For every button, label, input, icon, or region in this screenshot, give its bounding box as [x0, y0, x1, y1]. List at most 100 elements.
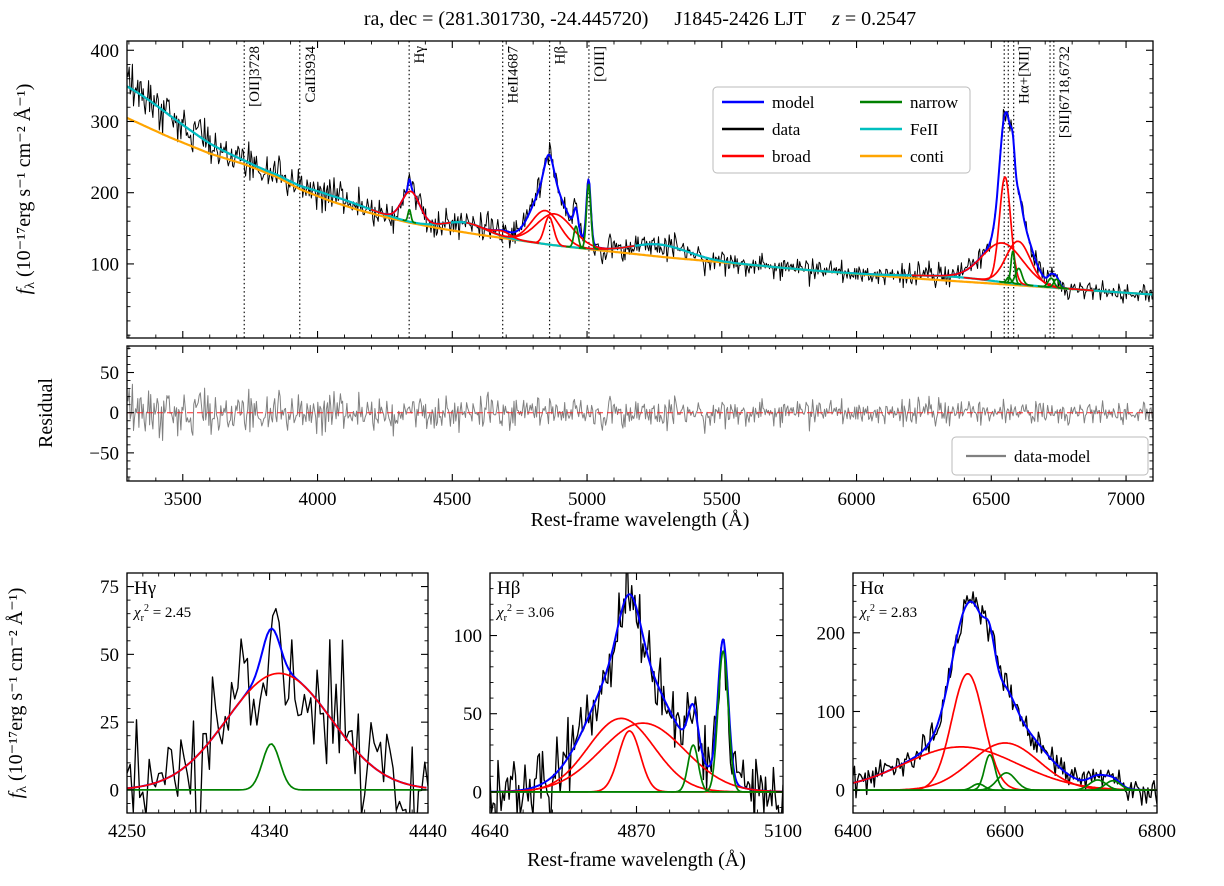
broad-component-curve [963, 240, 1073, 290]
broad-component-curve [490, 722, 783, 793]
subplot-curves [127, 607, 428, 813]
y-tick-label: 50 [100, 645, 119, 666]
narrow-component-curve [853, 779, 1157, 792]
x-tick-label: 7000 [1107, 489, 1145, 510]
continuum-curve [127, 116, 1153, 296]
x-tick-label: 4870 [618, 821, 656, 842]
y-tick-label: 0 [473, 782, 483, 803]
x-tick-label: 4640 [471, 821, 509, 842]
line-marker-label: Hβ [553, 46, 569, 64]
subplot-y-axis-label: fλ (10⁻¹⁷erg s⁻¹ cm⁻² Å⁻¹) [5, 588, 30, 799]
main-y-axis-label: fλ (10⁻¹⁷erg s⁻¹ cm⁻² Å⁻¹) [13, 84, 38, 295]
broad-component-curve [528, 215, 570, 248]
legend-label-data: data [772, 120, 801, 139]
line-marker-label: HeII4687 [506, 46, 522, 104]
x-tick-label: 4250 [108, 821, 146, 842]
broad-component-curve [370, 190, 451, 225]
subplot-chi2-hgamma: χr2 = 2.45 [132, 603, 191, 624]
halpha-axes: 6400 6600 6800 0 100 200 [817, 572, 1176, 842]
narrow-component-curve [490, 650, 783, 793]
broad-component-curve [127, 672, 427, 790]
x-tick-label: 4440 [409, 821, 447, 842]
legend-label-narrow: narrow [910, 93, 959, 112]
main-curves [127, 63, 1153, 304]
x-tick-label: 6000 [838, 489, 876, 510]
y-tick-label: 75 [100, 577, 119, 598]
y-tick-label: −50 [89, 443, 119, 464]
subplot-title-hbeta: Hβ [497, 578, 520, 599]
y-tick-label: 200 [817, 623, 846, 644]
narrow-component-curve [578, 183, 599, 250]
line-marker-label: Hα+[NII] [1017, 46, 1033, 104]
narrow-component-curve [1043, 278, 1070, 290]
residual-legend: data-model [951, 436, 1149, 476]
model-curve [127, 627, 427, 790]
subplot-hgamma: 4250 4340 4440 0 25 50 75 Hγ χr2 = 2.45 [100, 572, 447, 842]
main-axes: 100 200 300 400 [91, 40, 1154, 339]
narrow-component-curve [402, 208, 417, 224]
y-tick-label: 0 [836, 781, 846, 802]
y-tick-label: 200 [91, 183, 120, 204]
narrow-component-curve [127, 743, 427, 791]
subplot-halpha: 6400 6600 6800 0 100 200 Hα χr2 = 2.83 [817, 572, 1176, 842]
line-marker-label: CaII3934 [303, 46, 319, 103]
y-tick-label: 100 [454, 626, 483, 647]
y-tick-label: 400 [91, 41, 120, 62]
y-tick-label: 300 [91, 112, 120, 133]
broad-component-curve [474, 213, 635, 250]
x-tick-label: 5500 [703, 489, 741, 510]
y-tick-label: 0 [110, 780, 120, 801]
line-marker-label: [SII]6718,6732 [1057, 46, 1073, 138]
hbeta-axes: 4640 4870 5100 0 50 100 [454, 572, 802, 842]
x-tick-label: 6600 [986, 821, 1024, 842]
model-curve [127, 85, 1153, 296]
model-curve [490, 593, 783, 793]
x-tick-label: 5000 [568, 489, 606, 510]
x-tick-label: 4340 [251, 821, 289, 842]
y-tick-label: 50 [100, 363, 119, 384]
data-spectrum-curve [490, 573, 783, 813]
legend-label-conti: conti [910, 147, 944, 166]
data-spectrum-curve [127, 63, 1153, 304]
legend-frame [712, 86, 971, 174]
main-legend: model data broad narrow FeII conti [712, 86, 971, 174]
y-tick-label: 100 [91, 254, 120, 275]
x-tick-label: 6400 [834, 821, 872, 842]
narrow-component-curve [1037, 277, 1065, 290]
line-marker-label: Hγ [412, 46, 428, 64]
x-tick-label: 6500 [972, 489, 1010, 510]
x-tick-label: 4000 [299, 489, 337, 510]
legend-label-broad: broad [772, 147, 811, 166]
legend-label-model: model [772, 93, 815, 112]
subplot-chi2-halpha: χr2 = 2.83 [858, 603, 917, 624]
broad-component-curve [979, 176, 1031, 287]
subplot-title-halpha: Hα [860, 578, 884, 599]
x-tick-label: 5100 [764, 821, 802, 842]
residual-panel: 3500 4000 4500 5000 5500 6000 6500 7000 −50 0 50 Re… [35, 345, 1154, 510]
y-tick-label: 100 [817, 702, 846, 723]
x-tick-label: 6800 [1138, 821, 1176, 842]
x-tick-label: 3500 [164, 489, 202, 510]
line-markers [243, 41, 1055, 338]
data-spectrum-curve [127, 607, 428, 813]
subplot-chi2-hbeta: χr2 = 3.06 [495, 603, 555, 624]
subplot-curves [853, 591, 1157, 806]
subplot-hbeta: 4640 4870 5100 0 50 100 Hβ χr2 = 3.06 [454, 572, 802, 842]
subplot-curves [490, 573, 783, 813]
line-marker-label: [OII]3728 [247, 46, 263, 107]
x-tick-label: 4500 [433, 489, 471, 510]
hgamma-axes: 4250 4340 4440 0 25 50 75 [100, 572, 447, 842]
legend-frame [951, 436, 1149, 476]
narrow-component-curve [1003, 267, 1034, 287]
residual-axes: 3500 4000 4500 5000 5500 6000 6500 7000 −50 0 50 [89, 345, 1154, 510]
legend-label-FeII: FeII [910, 120, 939, 139]
residual-curve [127, 383, 1153, 441]
main-panel: 100 200 300 400 [OII]3728 CaII3934 Hγ HeII4687 H… [13, 40, 1154, 339]
broad-component-curve [853, 746, 1157, 791]
line-marker-label: [OIII] [592, 46, 608, 82]
residual-curves [127, 383, 1153, 441]
subplot-title-hgamma: Hγ [134, 578, 156, 599]
legend-label-data-model: data-model [1014, 447, 1091, 466]
